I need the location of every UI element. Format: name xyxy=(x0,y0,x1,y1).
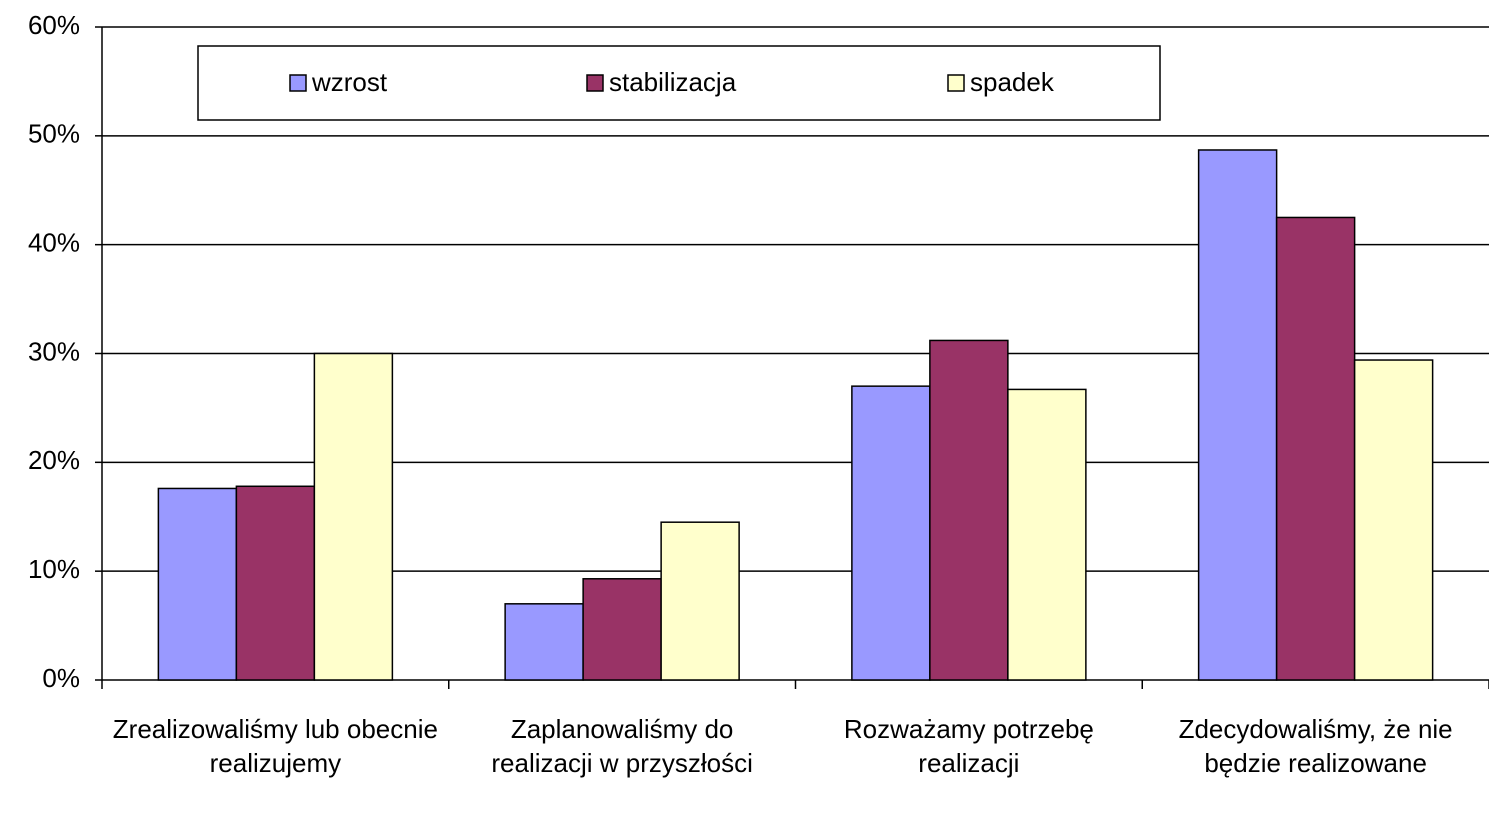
legend-label: stabilizacja xyxy=(609,67,737,97)
bar xyxy=(504,603,584,681)
legend-label: spadek xyxy=(970,67,1055,97)
legend-swatch xyxy=(289,74,307,92)
bar xyxy=(929,339,1009,681)
y-tick-label: 30% xyxy=(28,336,80,366)
bar xyxy=(313,352,394,681)
bar xyxy=(660,521,740,681)
bar xyxy=(1275,216,1356,681)
x-tick-label: Zrealizowaliśmy lub obecnie realizujemy xyxy=(112,714,438,778)
bar xyxy=(1197,149,1278,681)
x-tick-label: Zdecydowaliśmy, że nie będzie realizowan… xyxy=(1178,714,1453,778)
bar xyxy=(157,487,238,681)
legend-swatch xyxy=(586,74,604,92)
legend-swatch xyxy=(947,74,965,92)
legend-box xyxy=(197,45,1161,121)
legend-label: wzrost xyxy=(311,67,388,97)
bar xyxy=(1007,388,1087,681)
y-tick-label: 40% xyxy=(28,228,80,258)
y-tick-label: 10% xyxy=(28,554,80,584)
bar xyxy=(582,578,662,681)
y-tick-label: 50% xyxy=(28,119,80,149)
y-tick-label: 20% xyxy=(28,445,80,475)
bar xyxy=(1353,359,1434,681)
x-tick-label: Zaplanowaliśmy do realizacji w przyszłoś… xyxy=(491,714,753,778)
bar xyxy=(235,485,316,681)
y-tick-label: 0% xyxy=(42,663,80,693)
y-tick-label: 60% xyxy=(28,10,80,40)
x-tick-label: Rozważamy potrzebę realizacji xyxy=(843,714,1094,778)
bar xyxy=(851,385,931,681)
